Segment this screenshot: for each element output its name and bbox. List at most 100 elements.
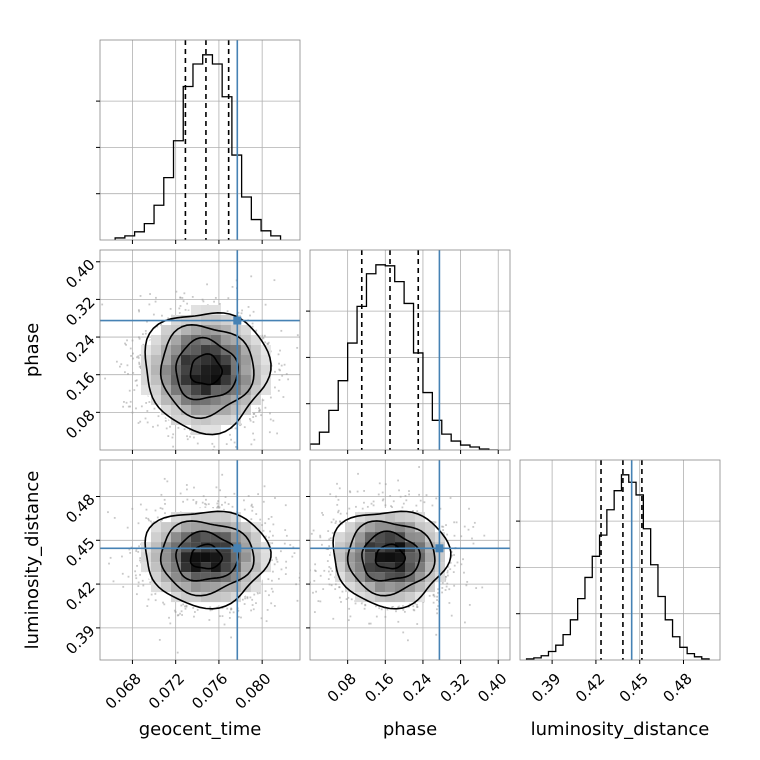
sample-point <box>303 606 305 608</box>
sample-point <box>295 583 298 586</box>
sample-point <box>255 513 258 515</box>
sample-point <box>403 610 406 613</box>
density-cell <box>190 522 201 533</box>
density-cell <box>140 385 151 395</box>
sample-point <box>450 551 453 553</box>
sample-point <box>201 501 204 504</box>
sample-point <box>346 512 348 515</box>
sample-point <box>431 504 434 507</box>
density-cell <box>405 592 415 603</box>
density-cell <box>180 592 191 603</box>
density-cell <box>200 405 211 415</box>
sample-point <box>226 607 229 610</box>
sample-point <box>126 364 129 367</box>
density-cell <box>160 405 171 415</box>
sample-point <box>307 553 309 555</box>
density-cell <box>190 325 201 335</box>
sample-point <box>137 309 140 312</box>
density-cell <box>335 542 345 553</box>
sample-point <box>132 371 135 374</box>
sample-point <box>180 610 183 613</box>
sample-point <box>115 360 118 363</box>
contour-level-0 <box>189 543 224 570</box>
sample-point <box>187 309 190 312</box>
sample-point <box>165 427 168 430</box>
histogram-step-luminosity_distance <box>525 474 710 660</box>
density-cell <box>385 522 395 533</box>
density-cell <box>140 375 151 385</box>
sample-point <box>341 590 344 593</box>
density-cell <box>150 562 161 573</box>
sample-point <box>437 605 440 607</box>
sample-point <box>150 593 153 596</box>
sample-point <box>281 374 284 377</box>
density-cell <box>385 552 395 563</box>
y-tick-label-luminosity_distance: 0.48 <box>62 490 98 526</box>
sample-point <box>296 599 299 602</box>
sample-point <box>185 605 188 608</box>
sample-point <box>131 339 134 342</box>
sample-point <box>264 406 267 409</box>
sample-point <box>260 414 263 417</box>
y-tick-label-phase: 0.40 <box>62 256 98 292</box>
sample-point <box>283 550 285 552</box>
density-cell <box>180 345 191 355</box>
sample-point <box>399 495 402 498</box>
sample-point <box>453 564 456 567</box>
sample-point <box>139 503 142 506</box>
sample-point <box>265 620 268 623</box>
sample-point <box>119 365 121 368</box>
density-cell <box>375 542 385 553</box>
sample-point <box>164 502 166 505</box>
sample-point <box>277 577 280 580</box>
sample-point <box>418 493 421 496</box>
sample-point <box>278 379 281 381</box>
x-tick-label-luminosity_distance: 0.39 <box>528 670 564 706</box>
density-cell <box>260 365 271 375</box>
density-cell <box>180 512 191 523</box>
sample-point <box>327 530 330 532</box>
sample-point <box>307 561 309 563</box>
density-cell <box>200 562 211 573</box>
sample-point <box>270 602 273 605</box>
contour-level-0 <box>189 353 224 386</box>
sample-point <box>323 569 326 572</box>
sample-point <box>277 389 280 392</box>
sample-point <box>145 402 148 404</box>
sample-point <box>153 407 156 410</box>
sample-point <box>230 636 233 639</box>
sample-point <box>241 451 243 453</box>
sample-point <box>233 441 236 444</box>
sample-point <box>135 407 137 410</box>
sample-point <box>171 436 174 439</box>
sample-point <box>127 405 130 408</box>
sample-point <box>402 631 405 634</box>
sample-point <box>144 417 147 420</box>
sample-point <box>339 520 341 523</box>
sample-point <box>435 633 438 636</box>
sample-point <box>128 548 131 551</box>
density-cell <box>385 582 395 593</box>
sample-point <box>251 509 254 512</box>
sample-point <box>138 365 141 368</box>
sample-point <box>216 506 218 509</box>
density-cell <box>375 572 385 583</box>
sample-point <box>446 533 449 536</box>
sample-point <box>428 594 431 597</box>
sample-point <box>280 364 283 367</box>
sample-point <box>446 569 449 572</box>
density-cell <box>190 542 201 553</box>
sample-point <box>233 492 236 495</box>
sample-point <box>258 592 261 594</box>
sample-point <box>156 516 159 519</box>
sample-point <box>112 580 115 583</box>
sample-point <box>218 303 221 305</box>
sample-point <box>163 603 166 606</box>
sample-point <box>219 615 221 618</box>
sample-point <box>123 400 125 403</box>
sample-point <box>339 512 342 515</box>
sample-point <box>193 615 195 618</box>
contour-level-0 <box>374 543 407 570</box>
density-cell <box>365 522 375 533</box>
density-cell <box>240 325 251 335</box>
